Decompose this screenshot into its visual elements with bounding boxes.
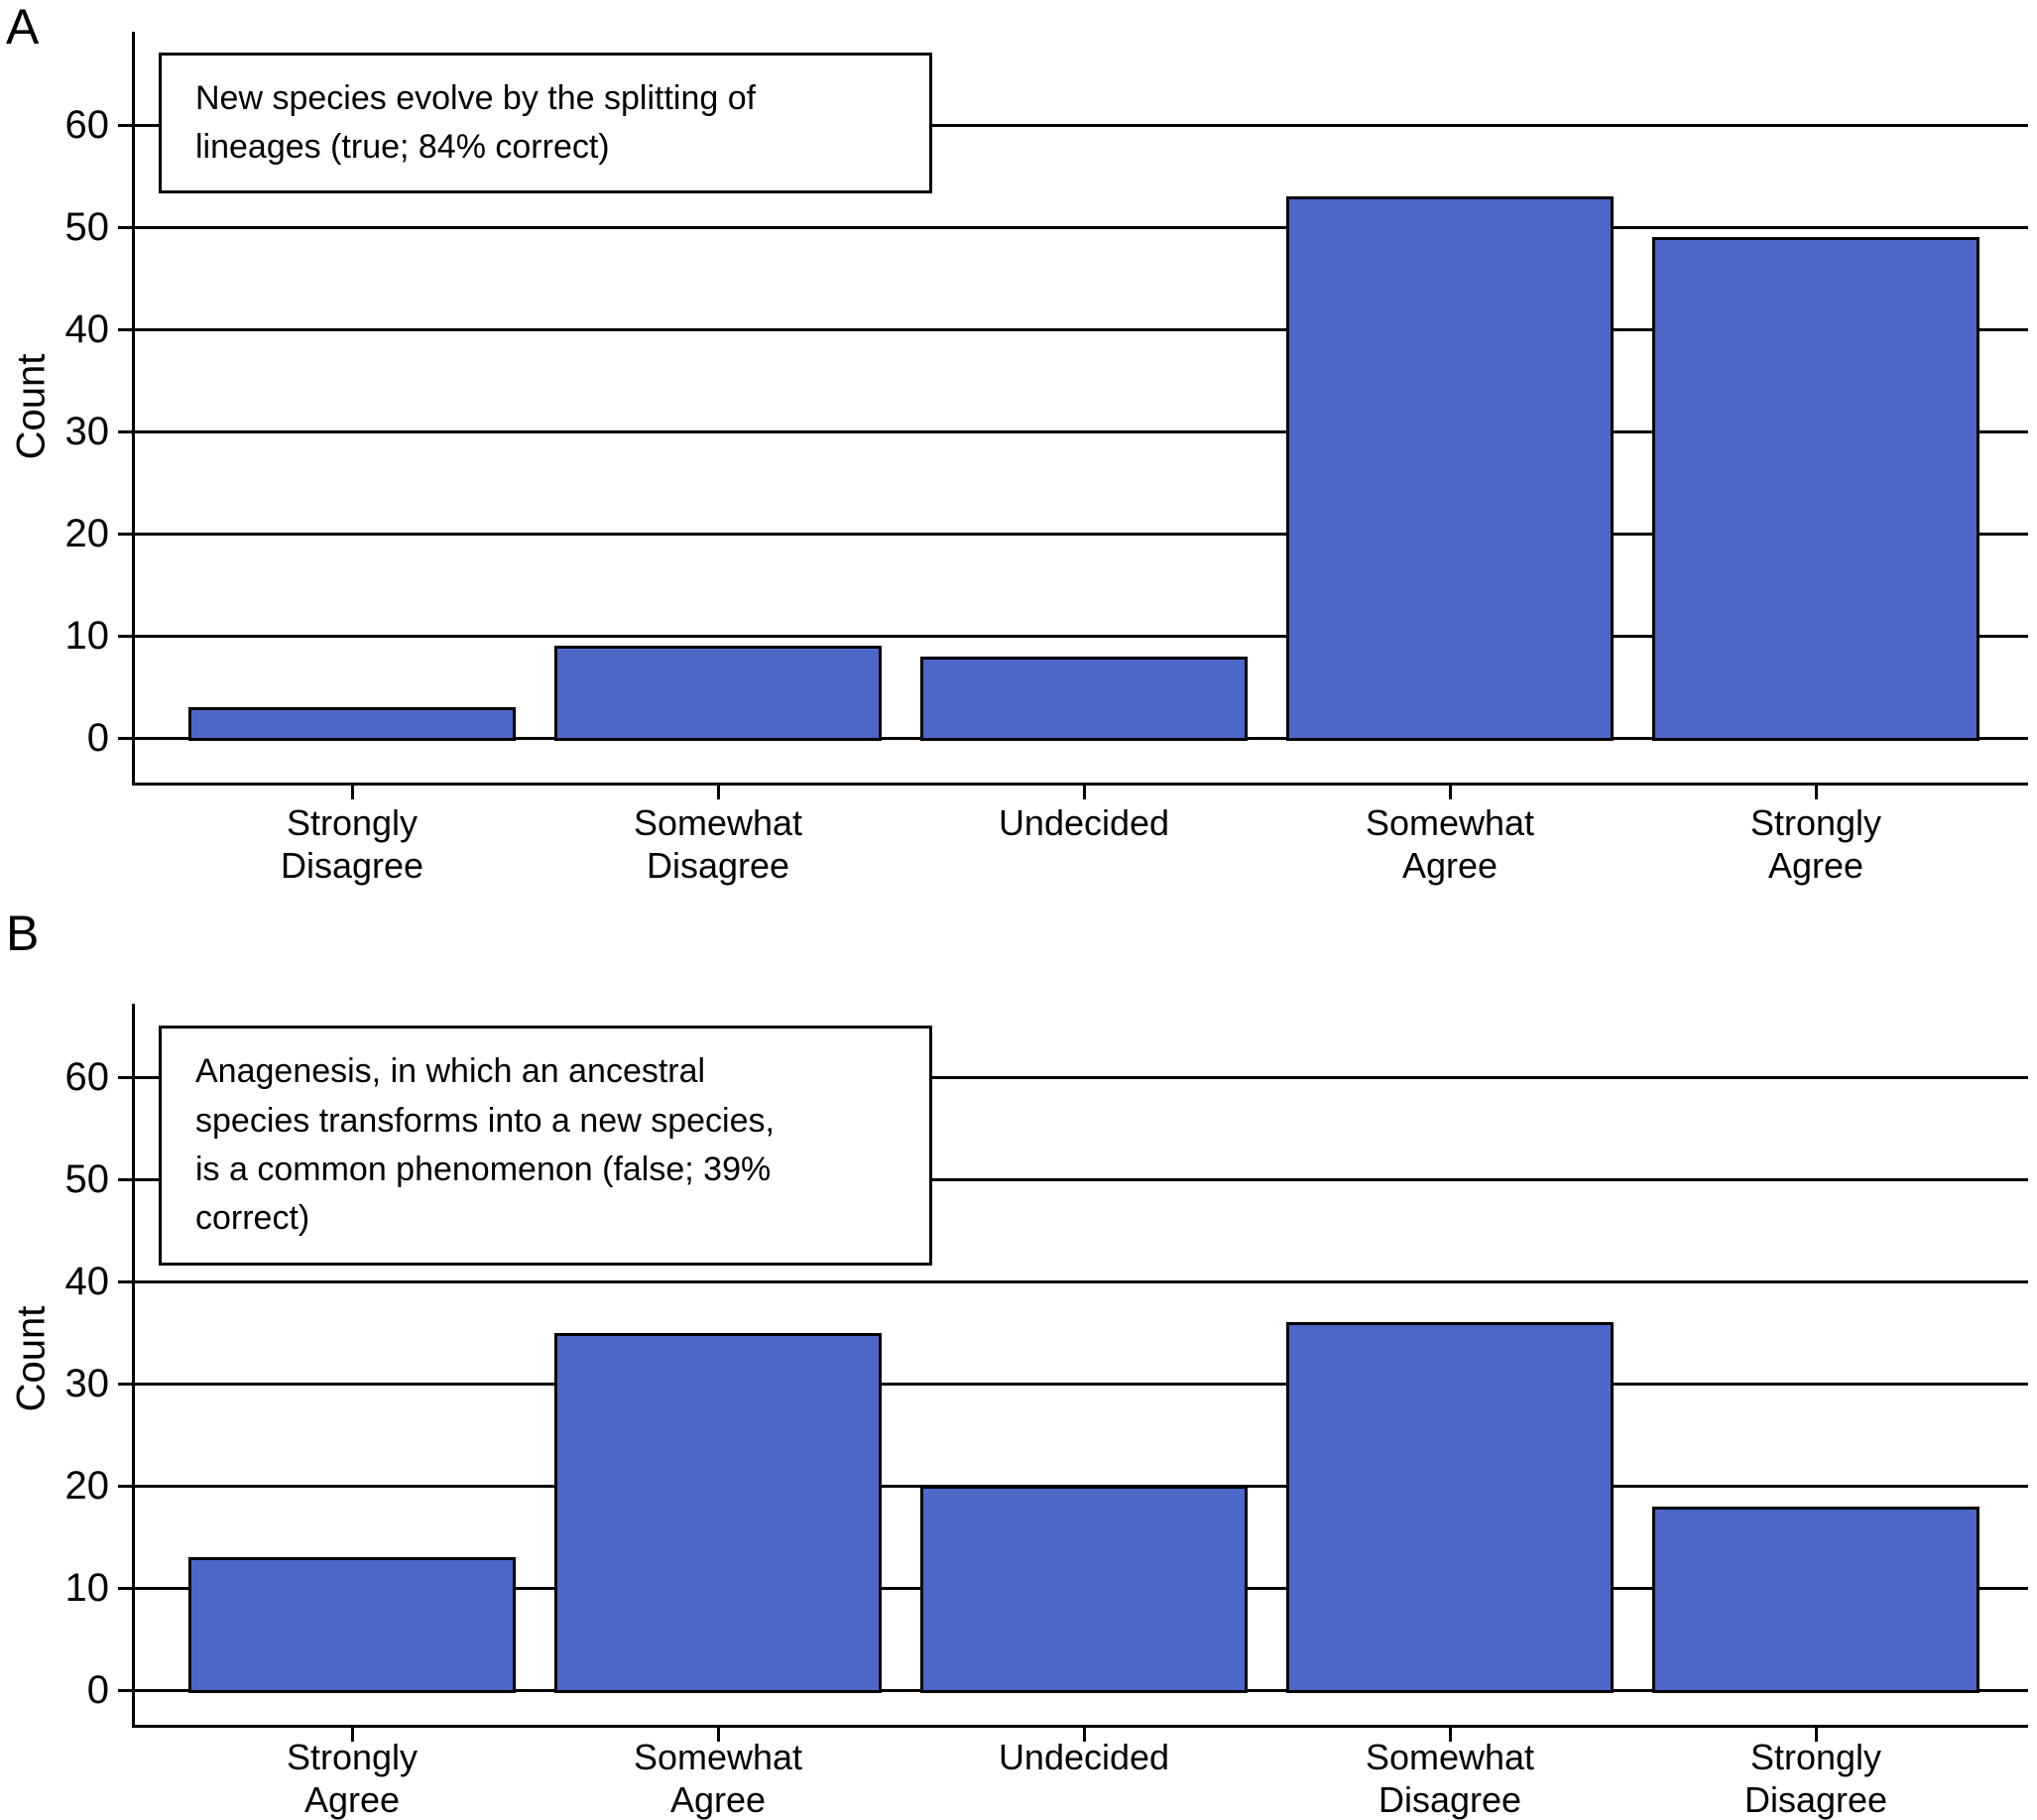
y-tick-label-10: 10 <box>64 614 110 658</box>
x-label-somewhat-agree: Somewhat Agree <box>1365 802 1535 887</box>
y-tick-20 <box>118 1485 132 1488</box>
gridline-20 <box>132 533 2028 536</box>
x-label-somewhat-disagree: Somewhat Disagree <box>1365 1737 1535 1820</box>
x-tick-somewhat-disagree <box>717 786 720 799</box>
bar-somewhat-agree <box>1286 196 1614 741</box>
y-tick-label-50: 50 <box>64 205 110 249</box>
panel-a-label: A <box>6 0 40 55</box>
bar-strongly-agree <box>188 1557 516 1693</box>
bar-somewhat-disagree <box>554 646 882 741</box>
x-label-undecided: Undecided <box>998 1737 1170 1777</box>
y-tick-label-20: 20 <box>64 1464 110 1508</box>
y-tick-0 <box>118 1689 132 1692</box>
y-tick-label-60: 60 <box>64 1055 110 1099</box>
bar-strongly-agree <box>1652 237 1979 741</box>
y-tick-label-30: 30 <box>64 1362 110 1405</box>
y-tick-label-30: 30 <box>64 410 110 453</box>
x-tick-somewhat-disagree <box>1449 1728 1452 1742</box>
y-tick-10 <box>118 635 132 638</box>
x-tick-undecided <box>1083 1728 1086 1742</box>
x-label-strongly-disagree: Strongly Disagree <box>1743 1737 1888 1820</box>
x-tick-undecided <box>1083 786 1086 799</box>
bar-strongly-disagree <box>188 707 516 741</box>
gridline-50 <box>132 226 2028 229</box>
x-axis-spine <box>132 1725 2028 1728</box>
gridline-60 <box>132 1076 2028 1079</box>
y-tick-30 <box>118 1383 132 1386</box>
question-box-a: New species evolve by the splitting of l… <box>159 53 932 193</box>
x-label-somewhat-disagree: Somewhat Disagree <box>633 802 803 887</box>
gridline-40 <box>132 1280 2028 1283</box>
gridline-40 <box>132 328 2028 331</box>
x-label-strongly-disagree: Strongly Disagree <box>280 802 424 887</box>
x-label-strongly-agree: Strongly Agree <box>286 1737 419 1820</box>
gridline-60 <box>132 124 2028 127</box>
y-tick-label-40: 40 <box>64 307 110 351</box>
x-tick-strongly-agree <box>1815 786 1818 799</box>
bar-undecided <box>920 656 1248 741</box>
y-tick-30 <box>118 430 132 433</box>
question-box-b: Anagenesis, in which an ancestral specie… <box>159 1026 932 1266</box>
x-tick-strongly-agree <box>351 1728 354 1742</box>
y-tick-10 <box>118 1587 132 1590</box>
y-tick-label-0: 0 <box>86 716 109 760</box>
x-axis-spine <box>132 783 2028 786</box>
y-tick-0 <box>118 737 132 740</box>
y-tick-50 <box>118 1178 132 1181</box>
y-tick-label-10: 10 <box>64 1566 110 1610</box>
question-text-b: Anagenesis, in which an ancestral specie… <box>195 1052 775 1238</box>
y-tick-label-0: 0 <box>86 1668 109 1712</box>
bar-strongly-disagree <box>1652 1506 1979 1693</box>
y-tick-20 <box>118 533 132 536</box>
y-tick-60 <box>118 124 132 127</box>
y-tick-50 <box>118 226 132 229</box>
x-tick-somewhat-agree <box>1449 786 1452 799</box>
x-label-undecided: Undecided <box>998 802 1170 843</box>
x-tick-strongly-disagree <box>1815 1728 1818 1742</box>
question-text-a: New species evolve by the splitting of l… <box>195 78 757 166</box>
x-tick-somewhat-agree <box>717 1728 720 1742</box>
gridline-30 <box>132 1383 2028 1386</box>
bar-undecided <box>920 1486 1248 1693</box>
panel-b-label: B <box>6 906 40 961</box>
y-tick-label-20: 20 <box>64 512 110 555</box>
x-tick-strongly-disagree <box>351 786 354 799</box>
bar-somewhat-disagree <box>1286 1322 1614 1693</box>
y-axis-spine <box>132 1004 135 1728</box>
gridline-10 <box>132 635 2028 638</box>
gridline-30 <box>132 430 2028 433</box>
y-tick-label-50: 50 <box>64 1157 110 1201</box>
y-tick-label-60: 60 <box>64 103 110 147</box>
bar-somewhat-agree <box>554 1332 882 1693</box>
y-axis-spine <box>132 32 135 786</box>
x-label-somewhat-agree: Somewhat Agree <box>633 1737 803 1820</box>
gridline-50 <box>132 1178 2028 1181</box>
y-tick-40 <box>118 328 132 331</box>
y-tick-label-40: 40 <box>64 1260 110 1303</box>
y-tick-60 <box>118 1076 132 1079</box>
y-tick-40 <box>118 1280 132 1283</box>
x-label-strongly-agree: Strongly Agree <box>1749 802 1882 887</box>
